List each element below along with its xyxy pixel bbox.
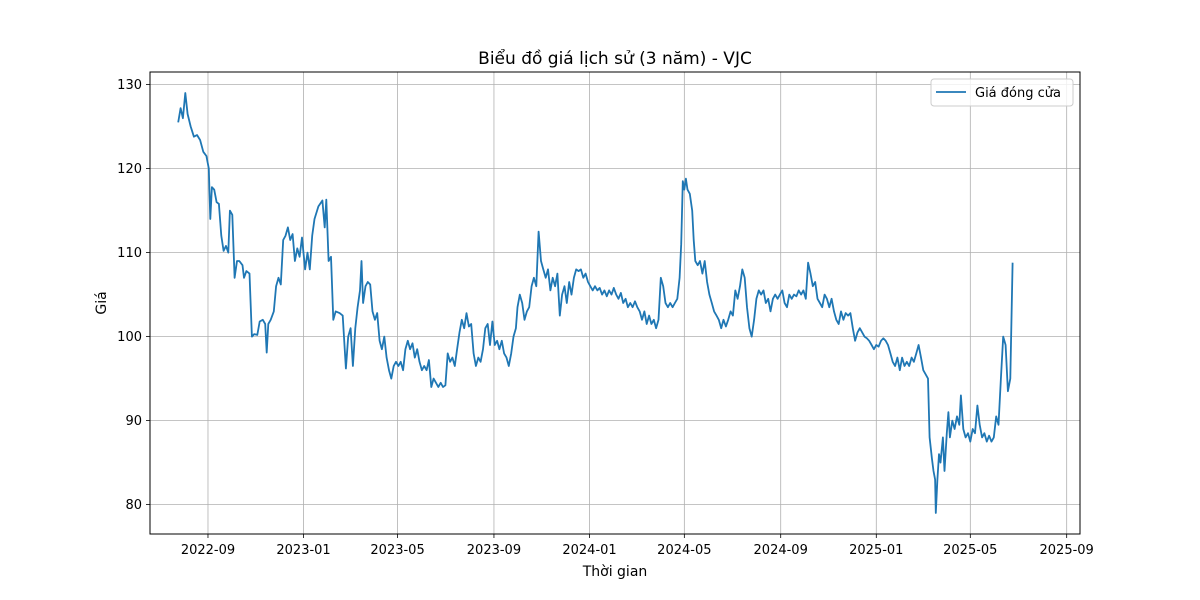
y-tick-label: 100 (117, 330, 142, 345)
legend-box (930, 78, 1074, 107)
x-axis: 2022-09 2023-01 2023-05 2023-09 2024-01 2024-… (181, 534, 1094, 558)
plot-frame (149, 71, 1081, 535)
y-tick-label: 110 (117, 246, 142, 261)
y-tick-label: 80 (125, 498, 142, 513)
x-tick-label: 2023-09 (467, 543, 521, 558)
y-tick-label: 90 (125, 414, 142, 429)
chart-title: Biểu đồ giá lịch sử (3 năm) - VJC (478, 48, 752, 69)
x-tick-label: 2022-09 (181, 543, 235, 558)
x-tick-label: 2025-09 (1040, 543, 1094, 558)
x-tick-label: 2023-01 (276, 543, 330, 558)
y-axis: 80 90 100 110 120 130 (117, 78, 150, 513)
x-tick-label: 2025-05 (943, 543, 997, 558)
legend: Giá đóng cửa (930, 78, 1074, 107)
gridlines (150, 72, 1080, 534)
series-line-close-price (177, 92, 1014, 514)
x-tick-label: 2024-05 (657, 543, 711, 558)
x-axis-label: Thời gian (582, 564, 648, 580)
x-tick-label: 2025-01 (849, 543, 903, 558)
x-tick-label: 2024-09 (754, 543, 808, 558)
legend-label: Giá đóng cửa (975, 86, 1061, 101)
x-tick-label: 2023-05 (370, 543, 424, 558)
y-axis-label: Giá (94, 291, 110, 314)
y-tick-label: 130 (117, 78, 142, 93)
y-tick-label: 120 (117, 162, 142, 177)
x-tick-label: 2024-01 (562, 543, 616, 558)
